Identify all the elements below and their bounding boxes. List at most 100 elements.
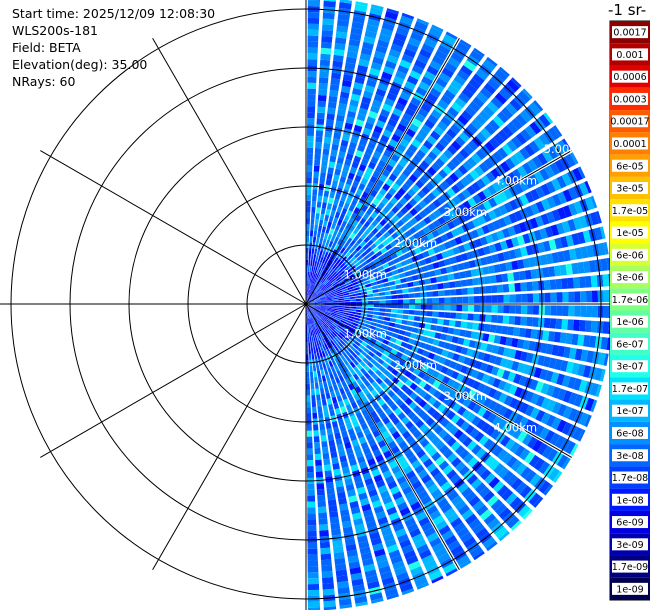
range-gate	[345, 378, 352, 386]
range-gate	[477, 394, 487, 405]
range-gate	[439, 153, 450, 164]
range-gate	[507, 225, 516, 237]
range-gate	[318, 411, 324, 419]
range-gate	[306, 318, 309, 325]
range-gate	[590, 195, 598, 209]
range-gate	[344, 299, 351, 302]
range-gate	[306, 466, 314, 473]
range-gate	[316, 352, 321, 359]
range-gate	[367, 580, 380, 590]
range-gate	[311, 248, 315, 255]
range-gate	[405, 470, 416, 480]
range-gate	[362, 152, 372, 161]
range-gate	[485, 255, 494, 265]
range-gate	[384, 538, 397, 548]
range-gate	[423, 458, 434, 468]
range-gate	[349, 311, 356, 315]
range-gate	[516, 362, 526, 373]
range-gate	[392, 75, 405, 86]
range-gate	[586, 350, 595, 363]
range-gate	[380, 154, 390, 163]
colorbar-label: 1.7e-08	[612, 473, 648, 484]
range-gate	[307, 525, 317, 532]
range-gate	[341, 264, 348, 271]
range-gate	[563, 249, 571, 262]
range-gate	[319, 309, 326, 313]
range-gate	[398, 158, 408, 168]
range-gate	[580, 349, 589, 362]
range-gate	[427, 483, 439, 494]
range-gate	[514, 210, 524, 222]
range-gate	[339, 213, 346, 221]
range-gate	[414, 133, 425, 144]
range-gate	[446, 437, 457, 448]
range-gate	[450, 156, 461, 167]
range-gate	[355, 601, 368, 607]
range-gate	[385, 300, 392, 304]
range-gate	[326, 300, 333, 302]
range-gate	[425, 181, 435, 191]
range-gate	[321, 30, 334, 37]
range-gate	[329, 289, 336, 294]
range-gate	[313, 165, 320, 172]
range-gate	[350, 464, 359, 472]
range-gate	[321, 250, 326, 258]
range-gate	[482, 59, 496, 72]
range-gate	[490, 499, 503, 512]
range-gate	[311, 329, 315, 336]
range-gate	[391, 182, 400, 192]
range-gate	[318, 262, 322, 269]
range-gate	[395, 163, 405, 173]
range-gate	[344, 122, 354, 130]
range-gate	[360, 367, 367, 375]
range-gate	[324, 251, 329, 259]
range-gate	[378, 292, 386, 296]
range-gate	[367, 141, 376, 150]
range-gate	[373, 257, 380, 264]
range-gate	[365, 286, 373, 291]
range-gate	[325, 336, 330, 343]
range-gate	[480, 127, 492, 140]
range-gate	[528, 492, 541, 506]
range-gate	[545, 180, 556, 194]
range-gate	[351, 578, 364, 587]
range-gate	[440, 180, 450, 190]
range-gate	[493, 207, 503, 218]
range-gate	[307, 566, 319, 573]
range-gate	[386, 506, 398, 516]
range-gate	[438, 311, 445, 318]
range-gate	[467, 457, 479, 468]
range-gate	[310, 311, 315, 317]
range-gate	[497, 178, 508, 190]
range-gate	[386, 54, 399, 64]
range-gate	[344, 306, 351, 309]
range-gate	[326, 203, 333, 210]
range-gate	[506, 121, 519, 134]
range-gate	[314, 301, 321, 304]
range-gate	[359, 270, 367, 276]
range-gate	[540, 382, 550, 395]
range-gate	[375, 231, 383, 239]
range-gate	[419, 342, 427, 349]
range-gate	[447, 490, 459, 502]
range-gate	[479, 362, 488, 372]
range-gate	[322, 196, 329, 203]
range-gate	[458, 92, 470, 104]
range-gate	[559, 332, 567, 344]
range-gate	[312, 285, 316, 291]
range-gate	[319, 213, 325, 221]
range-gate	[387, 373, 395, 381]
ray	[307, 31, 458, 302]
range-gate	[466, 185, 477, 196]
range-gate	[465, 513, 478, 525]
range-gate	[437, 44, 451, 56]
range-gate	[451, 495, 463, 506]
range-gate	[416, 149, 426, 159]
range-gate	[312, 260, 315, 267]
range-gate	[403, 549, 417, 560]
range-gate	[308, 353, 312, 360]
range-gate	[367, 18, 380, 28]
range-gate	[426, 135, 437, 146]
range-gate	[323, 271, 329, 278]
range-gate	[349, 308, 356, 312]
